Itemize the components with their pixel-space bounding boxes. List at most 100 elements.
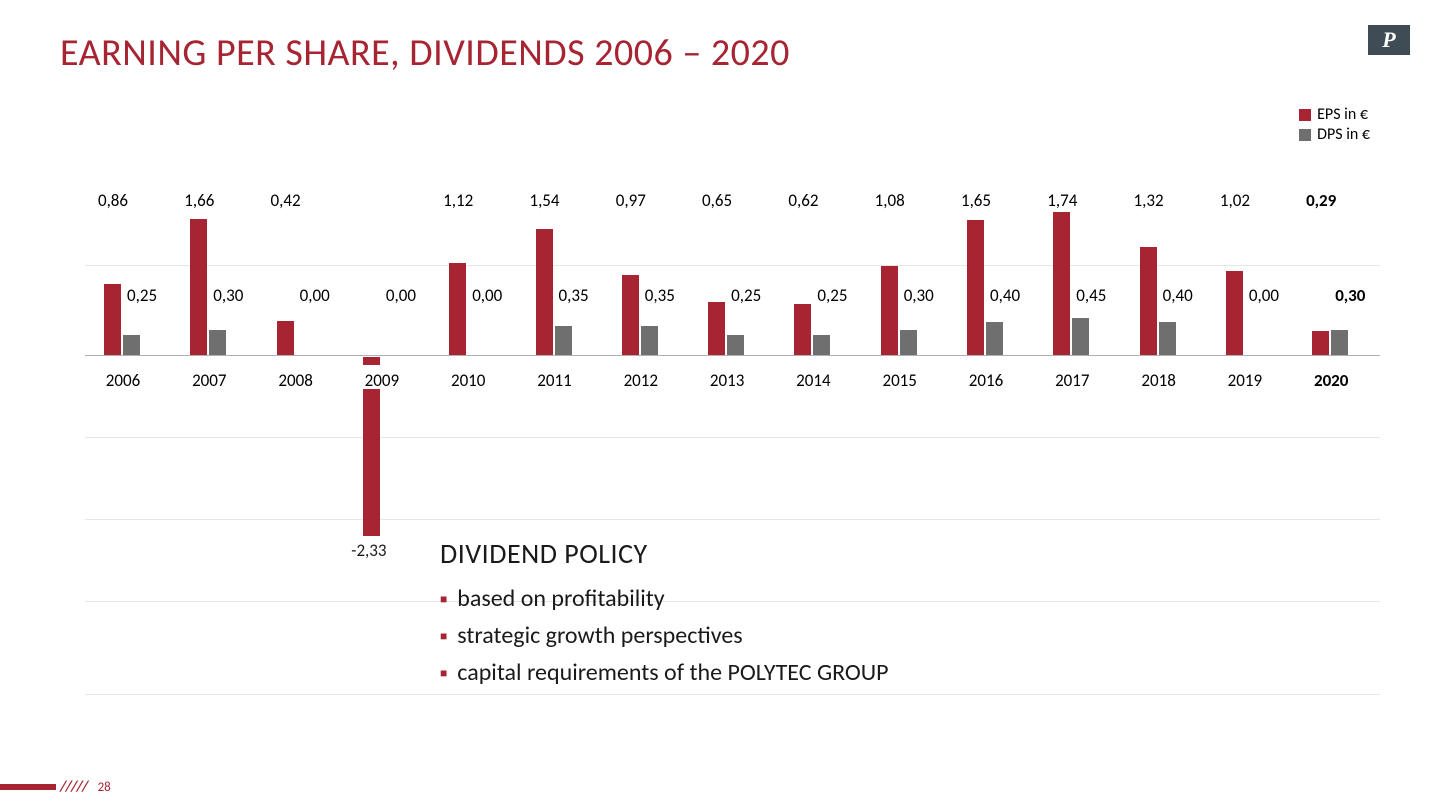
eps-value-label: 1,32 (1119, 190, 1179, 211)
dps-bar (641, 326, 658, 355)
year-group: 1,65 0,40 2016 (948, 170, 1034, 550)
eps-bar (708, 302, 725, 355)
dps-value-label: 0,00 (300, 285, 342, 306)
eps-bar (967, 220, 984, 355)
legend-dps-label: DPS in € (1317, 125, 1370, 145)
dps-bar (900, 330, 917, 355)
eps-value-label: 1,65 (946, 190, 1006, 211)
year-group: 0,42 0,00 2008 (258, 170, 344, 550)
year-axis-label: 2012 (611, 370, 671, 391)
dps-bar (986, 322, 1003, 355)
eps-bar (104, 284, 121, 355)
chart-legend: EPS in € DPS in € (1299, 105, 1370, 145)
policy-title: DIVIDEND POLICY (440, 536, 889, 571)
eps-bar (363, 389, 380, 536)
eps-value-label: 0,42 (256, 190, 316, 211)
eps-value-label: 0,97 (601, 190, 661, 211)
dps-value-label: 0,35 (559, 285, 601, 306)
dps-bar (727, 335, 744, 356)
year-axis-label: 2020 (1301, 370, 1361, 391)
chart-gridline (85, 694, 1380, 695)
eps-bar (794, 304, 811, 355)
eps-value-label: -2,33 (334, 540, 404, 561)
dps-bar (123, 335, 140, 356)
year-axis-label: 2008 (266, 370, 326, 391)
eps-bar (1312, 331, 1329, 355)
year-axis-label: 2007 (179, 370, 239, 391)
dps-value-label: 0,30 (1335, 285, 1377, 306)
eps-bar (536, 229, 553, 355)
dps-value-label: 0,25 (127, 285, 169, 306)
policy-list: based on profitabilitystrategic growth p… (440, 581, 889, 692)
legend-eps: EPS in € (1299, 105, 1370, 125)
year-group: 1,080,302015 (862, 170, 948, 550)
eps-bar (449, 263, 466, 355)
policy-item: strategic growth perspectives (440, 618, 889, 655)
year-axis-label: 2016 (956, 370, 1016, 391)
dps-bar (1331, 330, 1348, 355)
dps-value-label: 0,40 (990, 285, 1032, 306)
eps-bar (1226, 271, 1243, 355)
dps-value-label: 0,00 (386, 285, 428, 306)
year-group: 1,540,352011 (517, 170, 603, 550)
logo-letter: P (1382, 27, 1395, 53)
dps-value-label: 0,00 (1249, 285, 1291, 306)
year-group: 0,97 0,35 2012 (603, 170, 689, 550)
year-group: 0,62 0,25 2014 (775, 170, 861, 550)
eps-bar (1053, 212, 1070, 355)
eps-value-label: 0,86 (83, 190, 143, 211)
dps-bar (1072, 318, 1089, 355)
eps-value-label: 0,65 (687, 190, 747, 211)
year-axis-label: 2015 (870, 370, 930, 391)
year-axis-label: 2019 (1215, 370, 1275, 391)
legend-swatch-dps (1299, 129, 1311, 141)
eps-bar (881, 266, 898, 355)
policy-item: capital requirements of the POLYTEC GROU… (440, 655, 889, 692)
dps-bar (209, 330, 226, 355)
year-axis-label: 2010 (438, 370, 498, 391)
dps-value-label: 0,30 (904, 285, 946, 306)
year-axis-label: 2011 (525, 370, 585, 391)
footer-slashes: ///// (60, 778, 88, 796)
eps-neg-stub (363, 357, 380, 365)
year-axis-label: 2018 (1129, 370, 1189, 391)
year-group: 0,29 0,30 2020 (1293, 170, 1379, 550)
dps-bar (813, 335, 830, 356)
eps-value-label: 0,29 (1291, 190, 1351, 211)
eps-value-label: 1,66 (169, 190, 229, 211)
eps-dps-bar-chart: 0,860,2520061,660,3020070,420,002008-2,3… (85, 170, 1380, 550)
year-axis-label: 2014 (783, 370, 843, 391)
footer-accent-bar (0, 784, 56, 790)
dps-value-label: 0,35 (645, 285, 687, 306)
year-group: 1,740,452017 (1034, 170, 1120, 550)
legend-swatch-eps (1299, 109, 1311, 121)
eps-value-label: 1,74 (1032, 190, 1092, 211)
page-title: EARNING PER SHARE, DIVIDENDS 2006 – 2020 (60, 30, 790, 76)
page-number: 28 (98, 780, 111, 795)
dps-value-label: 0,30 (213, 285, 255, 306)
year-axis-label: 2017 (1042, 370, 1102, 391)
year-group: 1,66 0,30 2007 (171, 170, 257, 550)
legend-dps: DPS in € (1299, 125, 1370, 145)
dps-bar (555, 326, 572, 355)
eps-bar (190, 219, 207, 355)
legend-eps-label: EPS in € (1317, 105, 1368, 125)
eps-value-label: 1,02 (1205, 190, 1265, 211)
year-group: 1,12 0,00 2010 (430, 170, 516, 550)
year-group: -2,330,002009 (344, 170, 430, 550)
dps-value-label: 0,25 (731, 285, 773, 306)
year-axis-label: 2009 (352, 370, 412, 391)
year-group: 1,02 0,00 2019 (1207, 170, 1293, 550)
dps-value-label: 0,25 (817, 285, 859, 306)
eps-value-label: 1,12 (428, 190, 488, 211)
year-axis-label: 2006 (93, 370, 153, 391)
dps-value-label: 0,00 (472, 285, 514, 306)
eps-bar (622, 275, 639, 355)
dividend-policy-block: DIVIDEND POLICY based on profitabilityst… (440, 536, 889, 692)
brand-logo: P (1368, 25, 1410, 55)
eps-value-label: 0,62 (773, 190, 833, 211)
year-group: 1,320,402018 (1121, 170, 1207, 550)
dps-bar (1159, 322, 1176, 355)
eps-bar (1140, 247, 1157, 355)
year-group: 0,650,252013 (689, 170, 775, 550)
